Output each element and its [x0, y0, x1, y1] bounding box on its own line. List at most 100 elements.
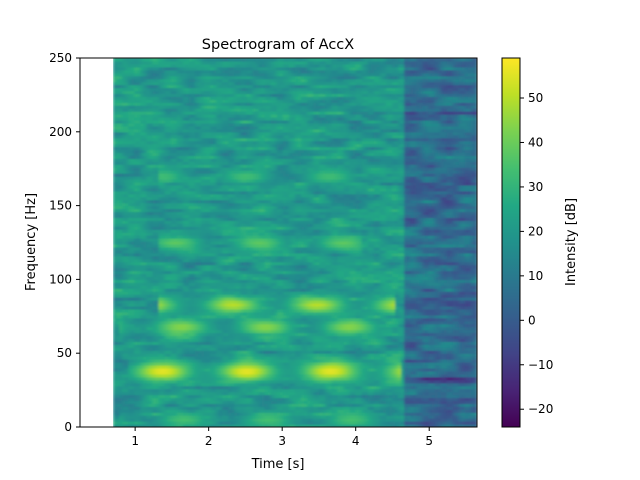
heatmap-cell — [182, 176, 187, 180]
heatmap-cell — [210, 114, 214, 118]
heatmap-cell — [131, 155, 135, 159]
heatmap-cell — [188, 365, 193, 369]
heatmap-cell — [134, 196, 138, 201]
heatmap-cell — [210, 317, 214, 322]
heatmap-cell — [134, 131, 138, 136]
heatmap-cell — [188, 108, 193, 112]
heatmap-cell — [201, 114, 205, 118]
heatmap-cell — [134, 208, 138, 213]
heatmap-cell — [170, 161, 175, 165]
heatmap-cell — [113, 359, 117, 363]
heatmap-cell — [143, 288, 148, 292]
heatmap-cell — [185, 397, 190, 402]
heatmap-cell — [173, 152, 178, 157]
heatmap-cell — [143, 291, 148, 295]
heatmap-cell — [146, 199, 151, 204]
heatmap-cell — [173, 196, 178, 201]
heatmap-cell — [204, 412, 208, 416]
heatmap-cell — [161, 190, 166, 195]
heatmap-cell — [170, 409, 175, 413]
heatmap-cell — [173, 190, 178, 195]
heatmap-cell — [119, 376, 123, 381]
heatmap-cell — [222, 311, 226, 316]
heatmap-cell — [194, 267, 199, 272]
heatmap-cell — [164, 208, 169, 213]
heatmap-cell — [131, 81, 135, 86]
heatmap-cell — [161, 111, 166, 115]
heatmap-cell — [134, 388, 138, 393]
heatmap-cell — [128, 193, 132, 198]
heatmap-cell — [128, 214, 132, 219]
heatmap-cell — [191, 308, 196, 313]
heatmap-cell — [191, 241, 196, 245]
heatmap-cell — [194, 382, 199, 387]
heatmap-cell — [176, 241, 181, 245]
heatmap-cell — [143, 406, 148, 410]
heatmap-cell — [188, 279, 193, 283]
heatmap-cell — [231, 385, 235, 390]
heatmap-cell — [152, 134, 157, 139]
heatmap-cell — [179, 424, 184, 427]
heatmap-cell — [119, 400, 123, 404]
heatmap-cell — [113, 152, 117, 157]
heatmap-cell — [143, 220, 148, 224]
heatmap-cell — [194, 385, 199, 390]
heatmap-cell — [155, 140, 160, 145]
heatmap-cell — [198, 58, 202, 62]
heatmap-cell — [167, 131, 172, 136]
heatmap-cell — [176, 214, 181, 219]
heatmap-cell — [207, 305, 211, 310]
heatmap-cell — [219, 223, 223, 227]
heatmap-cell — [231, 108, 235, 112]
heatmap-cell — [176, 350, 181, 354]
heatmap-cell — [113, 63, 117, 68]
heatmap-cell — [173, 362, 178, 366]
heatmap-cell — [176, 335, 181, 340]
heatmap-cell — [146, 403, 151, 407]
heatmap-cell — [113, 84, 117, 89]
heatmap-cell — [170, 181, 175, 186]
heatmap-cell — [204, 323, 208, 328]
heatmap-cell — [173, 87, 178, 92]
heatmap-cell — [137, 314, 141, 319]
heatmap-cell — [185, 146, 190, 151]
heatmap-cell — [119, 96, 123, 100]
heatmap-cell — [164, 140, 169, 145]
heatmap-cell — [225, 196, 229, 201]
heatmap-cell — [185, 179, 190, 183]
heatmap-cell — [198, 63, 202, 68]
heatmap-cell — [170, 291, 175, 295]
heatmap-cell — [198, 282, 202, 286]
heatmap-cell — [125, 81, 129, 86]
heatmap-cell — [222, 58, 226, 62]
heatmap-cell — [207, 243, 211, 248]
heatmap-cell — [219, 409, 223, 413]
heatmap-cell — [161, 285, 166, 289]
heatmap-cell — [179, 373, 184, 378]
heatmap-cell — [146, 317, 151, 322]
heatmap-cell — [125, 96, 129, 100]
heatmap-cell — [143, 117, 148, 121]
heatmap-cell — [167, 303, 172, 307]
heatmap-cell — [219, 199, 223, 204]
heatmap-cell — [201, 406, 205, 410]
heatmap-cell — [222, 303, 226, 307]
heatmap-cell — [131, 181, 135, 186]
heatmap-cell — [213, 367, 217, 372]
heatmap-cell — [173, 181, 178, 186]
heatmap-cell — [149, 119, 154, 124]
heatmap-cell — [185, 379, 190, 384]
heatmap-cell — [204, 93, 208, 97]
heatmap-cell — [210, 347, 214, 351]
heatmap-cell — [213, 385, 217, 390]
heatmap-cell — [113, 190, 117, 195]
heatmap-cell — [228, 205, 232, 210]
heatmap-cell — [176, 365, 181, 369]
heatmap-cell — [219, 362, 223, 366]
heatmap-cell — [194, 193, 199, 198]
heatmap-cell — [143, 264, 148, 269]
heatmap-cell — [198, 311, 202, 316]
heatmap-cell — [119, 270, 123, 275]
heatmap-cell — [167, 119, 172, 124]
heatmap-cell — [155, 288, 160, 292]
